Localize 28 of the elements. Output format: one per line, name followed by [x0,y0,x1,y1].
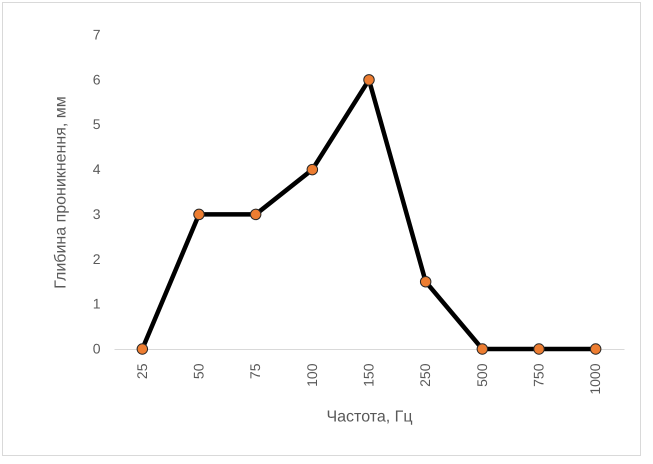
point [136,343,148,355]
point [250,208,262,220]
point [533,343,545,355]
point [363,74,375,86]
point [193,208,205,220]
x-tick-label: 500 [474,363,490,387]
y-tick-label: 4 [92,161,101,178]
point [306,164,318,176]
point [590,343,602,355]
y-tick-label: 7 [92,26,101,42]
y-tick-label: 1 [92,296,101,312]
x-tick-label: 50 [190,363,206,380]
y-tick-label: 2 [92,250,101,267]
y-tick-label: 0 [92,340,101,356]
point [420,276,432,288]
x-tick-label: 100 [304,363,320,387]
y-axis-title: Глибина проникнення, мм [52,96,70,289]
x-tick-label: 25 [134,363,150,380]
y-tick-label: 6 [92,71,101,88]
point [476,343,488,355]
y-tick-label: 3 [92,206,101,222]
y-tick-label: 5 [92,116,101,132]
x-tick-label: 1000 [587,363,604,395]
x-tick-label: 250 [417,363,434,387]
x-tick-label: 75 [247,363,264,380]
x-tick-label: 150 [360,363,376,387]
x-axis-title: Частота, Гц [326,408,413,426]
x-tick-label: 750 [530,363,546,387]
